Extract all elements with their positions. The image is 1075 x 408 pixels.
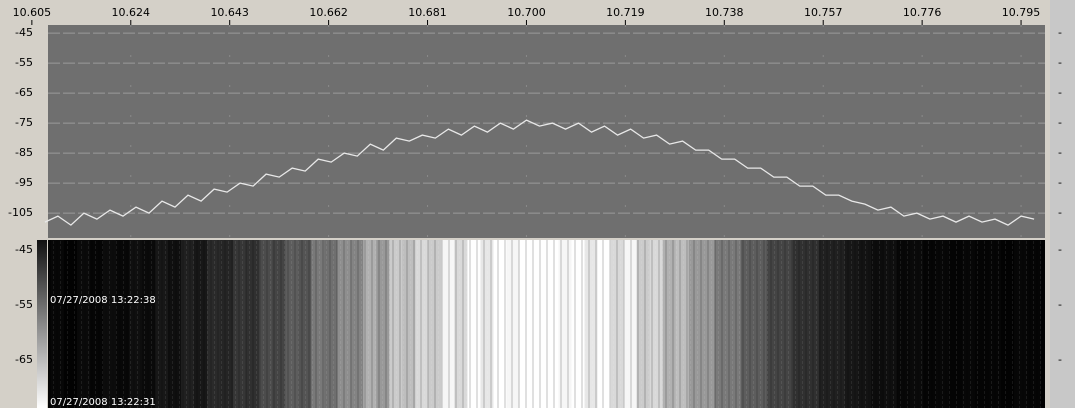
x-tick-label: 10.624: [112, 6, 151, 19]
y-tick-label: -75: [15, 116, 33, 129]
y-tick-label: -45: [15, 26, 33, 39]
right-marker: -: [1058, 26, 1062, 39]
spectrum-trace: [44, 119, 1035, 226]
y-tick-label: -65: [15, 86, 33, 99]
right-marker: -: [1058, 146, 1062, 159]
right-marker: -: [1058, 176, 1062, 189]
colorbar-tick-label: -55: [15, 298, 33, 311]
timestamp: 07/27/2008 13:22:38: [50, 295, 156, 306]
x-tick-label: 10.700: [507, 6, 546, 19]
right-marker: -: [1058, 56, 1062, 69]
colorbar: [37, 240, 47, 408]
x-tick-label: 10.662: [309, 6, 348, 19]
x-tick-label: 10.681: [408, 6, 447, 19]
y-tick-label: -95: [15, 176, 33, 189]
right-panel: [1050, 0, 1075, 408]
colorbar-tick-label: -65: [15, 353, 33, 366]
colorbar-tick-label: -45: [15, 243, 33, 256]
right-marker: -: [1058, 298, 1062, 311]
right-marker: -: [1058, 116, 1062, 129]
x-tick-label: 10.605: [13, 6, 52, 19]
waterfall-texture: [48, 240, 1045, 408]
x-tick-label: 10.795: [1002, 6, 1041, 19]
x-tick-label: 10.738: [705, 6, 744, 19]
right-marker: -: [1058, 206, 1062, 219]
x-tick-label: 10.757: [804, 6, 843, 19]
x-tick-label: 10.776: [903, 6, 942, 19]
y-tick-label: -55: [15, 56, 33, 69]
right-marker: -: [1058, 243, 1062, 256]
plot-area: [48, 25, 1045, 238]
x-tick-label: 10.719: [606, 6, 645, 19]
x-tick-label: 10.643: [210, 6, 249, 19]
y-tick-label: -85: [15, 146, 33, 159]
right-marker: -: [1058, 353, 1062, 366]
timestamp: 07/27/2008 13:22:31: [50, 397, 156, 408]
y-tick-label: -105: [8, 206, 33, 219]
right-marker: -: [1058, 86, 1062, 99]
